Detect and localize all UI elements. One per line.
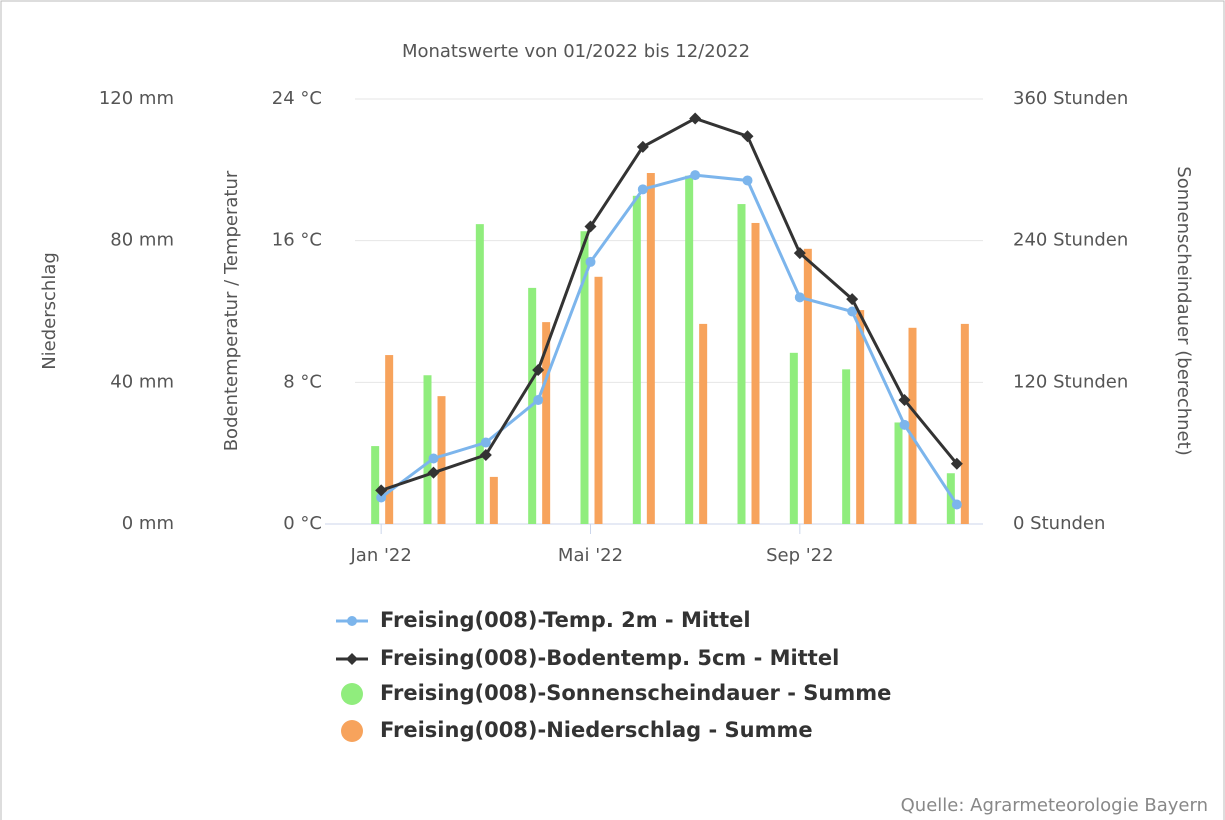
- line: [380, 116, 958, 492]
- y3-tick-label: 0 Stunden: [1013, 513, 1105, 534]
- point: [636, 140, 649, 153]
- point: [847, 306, 858, 317]
- legend-marker: [341, 720, 363, 742]
- chart-title: Monatswerte von 01/2022 bis 12/2022: [402, 41, 750, 62]
- legend-label: Freising(008)-Sonnenscheindauer - Summe: [380, 681, 891, 705]
- bar: [894, 422, 903, 524]
- point: [742, 175, 753, 186]
- x-tick-label: Mai '22: [558, 545, 623, 566]
- bar: [580, 231, 589, 524]
- y2-tick-label: 8 °C: [283, 371, 322, 392]
- y3-tick-label: 120 Stunden: [1013, 371, 1128, 392]
- y-tick-label: 120 mm: [99, 88, 174, 109]
- point: [951, 499, 962, 510]
- legend-label: Freising(008)-Niederschlag - Summe: [380, 718, 813, 742]
- bar: [737, 204, 746, 524]
- y3-tick-label: 240 Stunden: [1013, 230, 1128, 251]
- source: Quelle: Agrarmeteorologie Bayern: [901, 795, 1208, 816]
- point: [689, 112, 702, 125]
- bar: [960, 323, 969, 524]
- point: [532, 363, 545, 376]
- legend-marker: [347, 616, 357, 626]
- bar: [542, 322, 551, 524]
- point: [533, 395, 544, 406]
- point: [793, 247, 806, 260]
- point: [794, 292, 805, 303]
- bar: [489, 476, 498, 524]
- point: [376, 492, 387, 503]
- bar: [632, 195, 641, 525]
- bar: [803, 248, 812, 524]
- point: [637, 184, 648, 195]
- y-tick-label: 0 mm: [122, 513, 174, 534]
- legend-label: Freising(008)-Bodentemp. 5cm - Mittel: [380, 646, 839, 670]
- x-tick-label: Jan '22: [350, 545, 412, 566]
- point: [898, 394, 911, 407]
- bar: [437, 396, 446, 524]
- bar: [475, 224, 484, 524]
- bar: [685, 175, 694, 524]
- point: [584, 220, 597, 233]
- point: [846, 293, 859, 306]
- y2-tick-label: 0 °C: [283, 513, 322, 534]
- y-axis-title: Niederschlag: [39, 252, 60, 370]
- bar: [699, 323, 708, 524]
- point: [585, 256, 596, 267]
- bar: [908, 327, 917, 524]
- bar: [371, 446, 380, 524]
- point: [375, 484, 388, 497]
- y-tick-label: 80 mm: [110, 230, 174, 251]
- point: [427, 466, 440, 479]
- bar: [751, 222, 760, 525]
- bar: [842, 369, 851, 524]
- point: [950, 457, 963, 470]
- bar: [946, 473, 955, 524]
- legend-marker: [341, 683, 363, 705]
- bar: [385, 355, 394, 524]
- bar: [423, 375, 432, 524]
- legend-label: Freising(008)-Temp. 2m - Mittel: [380, 608, 751, 632]
- y2-axis-title: Bodentemperatur / Temperatur: [221, 170, 242, 451]
- line: [380, 173, 959, 506]
- point: [741, 130, 754, 143]
- point: [428, 453, 439, 464]
- x-tick-label: Sep '22: [766, 545, 834, 566]
- y2-tick-label: 24 °C: [272, 88, 322, 109]
- point: [479, 448, 492, 461]
- y3-tick-label: 360 Stunden: [1013, 88, 1128, 109]
- bar: [789, 352, 798, 524]
- bar: [646, 173, 655, 525]
- y-tick-label: 40 mm: [110, 371, 174, 392]
- y2-tick-label: 16 °C: [272, 230, 322, 251]
- bar: [594, 276, 603, 524]
- point: [480, 437, 491, 448]
- legend-marker: [346, 653, 358, 665]
- y3-axis-title: Sonnenscheindauer (berechnet): [1173, 166, 1194, 455]
- bar: [856, 310, 865, 524]
- point: [899, 419, 910, 430]
- point: [690, 170, 701, 181]
